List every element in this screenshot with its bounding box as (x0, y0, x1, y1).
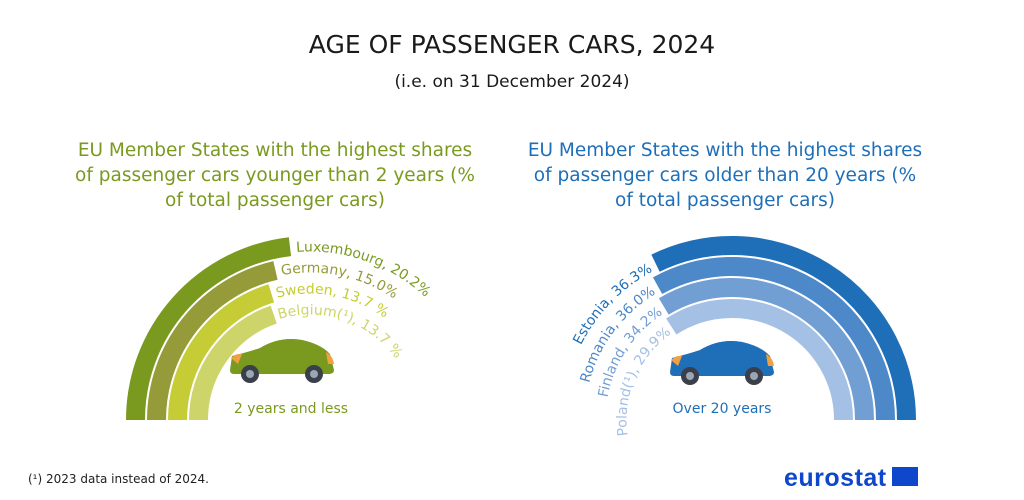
bar-arc (126, 237, 292, 421)
center-label: Over 20 years (673, 401, 772, 417)
bar-arc (147, 261, 278, 421)
bar-arc (189, 305, 278, 421)
car-icon (230, 339, 334, 383)
chart-right: Estonia, 36.3%Romania, 36.0%Finland, 34.… (570, 236, 916, 437)
bar-arc (666, 299, 853, 421)
bar-arc (652, 257, 895, 421)
car-icon (670, 341, 774, 385)
bar-arc (168, 284, 275, 421)
left-panel-title: EU Member States with the highest shares… (75, 140, 475, 211)
eurostat-logo: eurostat (784, 464, 887, 492)
infographic-title: AGE OF PASSENGER CARS, 2024 (308, 30, 716, 59)
chart-left: Luxembourg, 20.2%Germany, 15.0%Sweden, 1… (126, 237, 433, 421)
footnote: (¹) 2023 data instead of 2024. (28, 472, 209, 486)
bar-arc (658, 278, 874, 421)
right-panel-title: EU Member States with the highest shares… (527, 140, 923, 211)
bar-arc (651, 236, 916, 421)
infographic-subtitle: (i.e. on 31 December 2024) (394, 72, 630, 92)
eu-flag-icon (892, 467, 918, 486)
center-label: 2 years and less (234, 401, 348, 417)
